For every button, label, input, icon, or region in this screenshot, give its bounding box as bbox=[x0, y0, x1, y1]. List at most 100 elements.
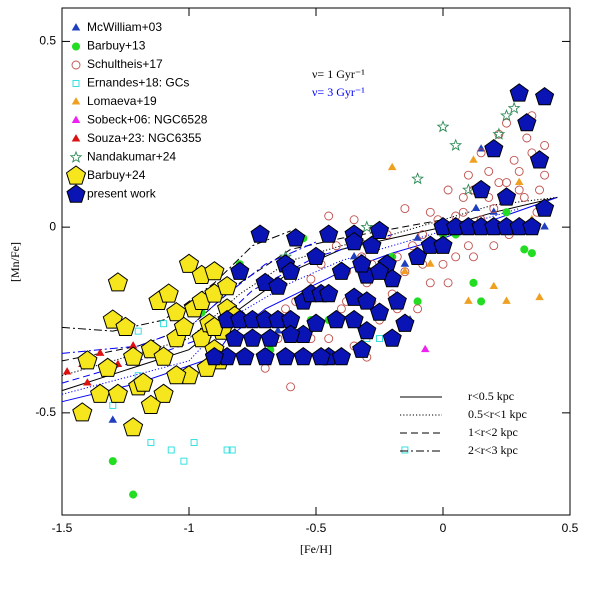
data-point bbox=[522, 133, 532, 143]
data-point bbox=[140, 394, 161, 414]
data-point bbox=[387, 291, 407, 310]
data-point bbox=[400, 259, 410, 267]
data-point bbox=[540, 222, 549, 230]
data-point bbox=[97, 357, 118, 377]
legend-label: Nandakumar+24 bbox=[87, 150, 176, 164]
data-point bbox=[108, 457, 117, 466]
model-line bbox=[61, 241, 317, 354]
data-point bbox=[344, 309, 364, 329]
data-point bbox=[178, 253, 200, 273]
data-point bbox=[509, 155, 519, 165]
data-point bbox=[123, 417, 144, 437]
legend-label: Ernandes+18: GCs bbox=[87, 76, 189, 90]
legend-marker bbox=[71, 23, 81, 31]
data-point bbox=[225, 328, 245, 347]
legend-label: Schultheis+17 bbox=[87, 57, 163, 71]
data-point bbox=[514, 177, 524, 186]
data-point bbox=[540, 170, 550, 180]
data-point bbox=[166, 365, 187, 385]
legend-marker bbox=[65, 165, 87, 185]
data-point bbox=[494, 129, 504, 139]
x-tick-label: -1.5 bbox=[52, 521, 73, 535]
data-point bbox=[458, 207, 468, 217]
data-point bbox=[502, 208, 511, 217]
data-point bbox=[250, 224, 270, 243]
x-tick-label: 0 bbox=[440, 521, 447, 535]
legend-marker bbox=[72, 80, 80, 87]
data-point bbox=[235, 346, 255, 366]
data-point bbox=[509, 83, 529, 102]
data-point bbox=[502, 178, 511, 188]
data-point bbox=[336, 304, 346, 314]
data-point bbox=[469, 155, 478, 163]
data-point bbox=[520, 245, 529, 254]
data-point bbox=[535, 185, 544, 195]
data-point bbox=[421, 344, 430, 353]
data-point bbox=[413, 297, 422, 306]
data-point bbox=[463, 170, 473, 180]
data-point bbox=[306, 313, 326, 332]
data-point bbox=[436, 120, 450, 133]
data-point bbox=[489, 207, 499, 215]
data-point bbox=[311, 346, 331, 366]
data-point bbox=[500, 108, 513, 122]
data-point bbox=[95, 348, 105, 356]
data-point bbox=[426, 259, 435, 267]
data-point bbox=[260, 363, 270, 373]
data-point bbox=[527, 249, 536, 258]
data-point bbox=[535, 86, 555, 106]
data-point bbox=[273, 326, 283, 334]
data-point bbox=[352, 339, 372, 358]
data-point bbox=[344, 231, 364, 251]
data-point bbox=[535, 198, 555, 217]
data-point bbox=[108, 415, 118, 423]
data-point bbox=[160, 320, 168, 328]
data-point bbox=[324, 334, 334, 344]
data-point bbox=[471, 203, 481, 212]
data-point bbox=[522, 216, 542, 236]
legend-marker bbox=[71, 115, 81, 123]
legend-label: Barbuy+13 bbox=[87, 39, 146, 53]
data-point bbox=[489, 241, 499, 251]
model-line bbox=[61, 196, 558, 377]
data-point bbox=[425, 278, 435, 288]
data-point bbox=[173, 316, 194, 336]
model-legend-label: 1<r<2 kpc bbox=[468, 425, 518, 439]
data-point bbox=[502, 296, 511, 304]
data-point bbox=[180, 457, 188, 465]
legend-label: Sobeck+06: NGC6528 bbox=[87, 113, 208, 127]
data-point bbox=[275, 346, 296, 366]
legend-label: McWilliam+03 bbox=[87, 20, 162, 34]
data-point bbox=[443, 185, 453, 195]
legend-marker bbox=[71, 60, 81, 70]
data-point bbox=[260, 328, 280, 347]
data-point bbox=[255, 346, 275, 366]
data-point bbox=[109, 401, 117, 409]
data-point bbox=[400, 204, 410, 214]
data-point bbox=[357, 291, 377, 310]
data-point bbox=[369, 302, 390, 321]
data-point bbox=[77, 350, 98, 370]
data-point bbox=[451, 252, 461, 262]
data-point bbox=[463, 241, 473, 251]
data-point bbox=[469, 278, 478, 287]
data-point bbox=[326, 309, 346, 329]
data-point bbox=[107, 383, 128, 403]
data-point bbox=[123, 346, 144, 366]
data-point bbox=[319, 283, 339, 303]
data-point bbox=[418, 230, 428, 240]
data-point bbox=[471, 179, 491, 199]
data-point bbox=[484, 166, 494, 176]
data-point bbox=[514, 166, 524, 176]
data-point bbox=[90, 383, 111, 403]
data-point bbox=[395, 313, 415, 332]
data-point bbox=[392, 252, 402, 262]
data-point bbox=[535, 292, 544, 301]
legend-marker bbox=[69, 150, 83, 163]
data-point bbox=[107, 272, 128, 292]
data-point bbox=[400, 266, 410, 275]
legend-label: Barbuy+24 bbox=[87, 168, 146, 182]
data-point bbox=[306, 246, 326, 265]
data-point bbox=[387, 162, 397, 171]
